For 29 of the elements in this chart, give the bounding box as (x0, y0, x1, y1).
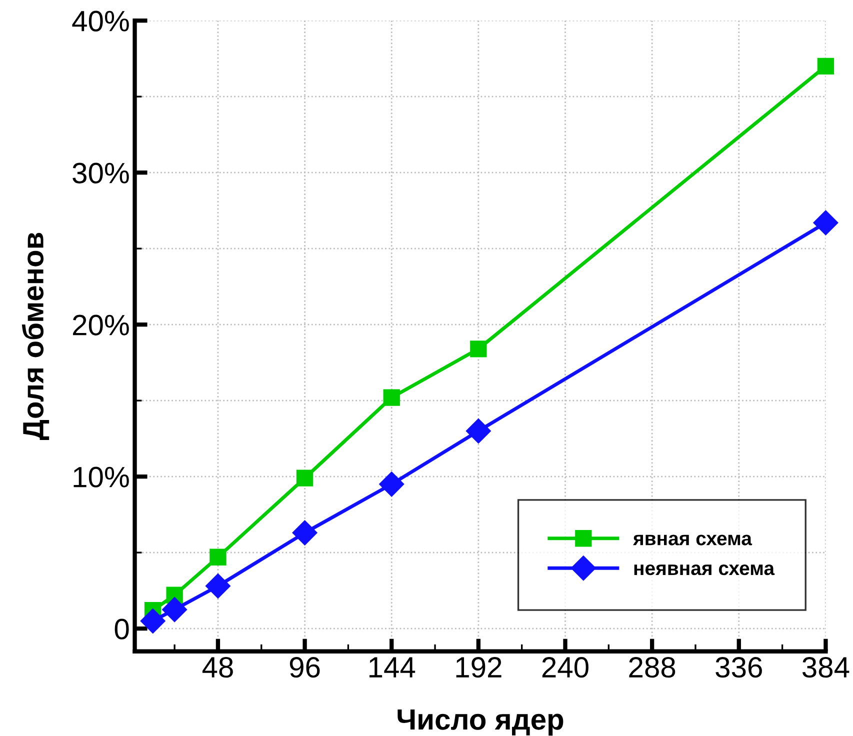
y-tick-label: 20% (73, 314, 129, 336)
point (296, 470, 314, 486)
y-tick-label: 0 (114, 618, 129, 640)
x-tick-label: 240 (542, 656, 588, 678)
point (162, 597, 188, 622)
point (379, 472, 404, 497)
point (140, 608, 166, 634)
x-tick-label: 144 (370, 657, 416, 678)
point (383, 389, 400, 406)
y-tick-label: 40% (72, 10, 129, 32)
point (466, 418, 491, 444)
legend-label: явная схема (632, 534, 752, 546)
x-tick-label: 48 (202, 656, 233, 678)
x-tick-label: 192 (456, 656, 502, 678)
y-tick-label: 10% (74, 466, 129, 488)
point (210, 548, 226, 566)
point (813, 210, 838, 236)
x-tick-label: 384 (802, 656, 850, 678)
x-axis-title: Число ядер (398, 709, 564, 736)
x-tick-label: 288 (629, 656, 676, 678)
legend-label: неявная схема (634, 564, 775, 576)
point (817, 58, 834, 75)
x-tick-label: 96 (290, 656, 320, 678)
point (205, 574, 230, 598)
point (292, 520, 318, 546)
x-tick-label: 336 (716, 656, 762, 678)
point (470, 340, 487, 358)
y-tick-label: 30% (72, 162, 129, 184)
y-axis-title: Доля обменов (22, 232, 50, 440)
